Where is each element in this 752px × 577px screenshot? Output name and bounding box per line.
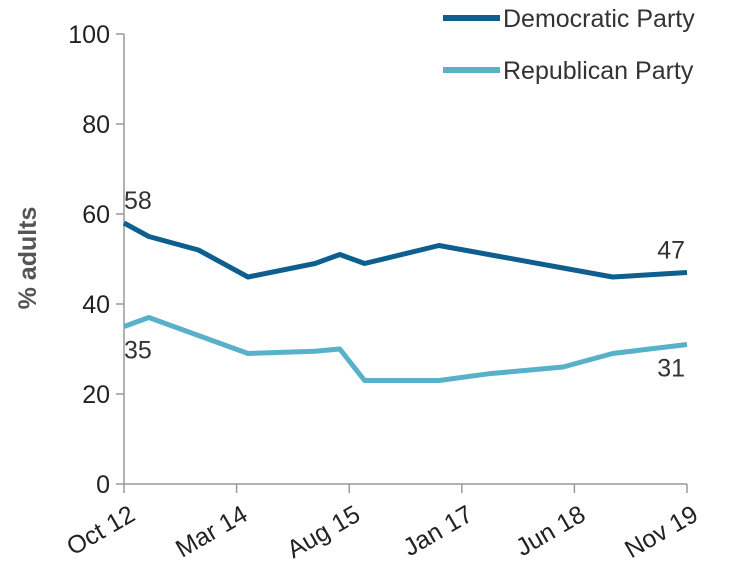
series-layer: 58 47 35 31 (122, 187, 688, 383)
axes (123, 34, 687, 485)
data-label: 35 (124, 337, 152, 365)
data-label: 47 (657, 237, 685, 265)
y-axis-title: % adults (14, 207, 42, 310)
y-tick-label: 40 (82, 291, 110, 319)
y-ticks: 0 20 40 60 80 100 (68, 21, 124, 499)
data-label: 58 (124, 187, 152, 215)
x-ticks: Oct 12 Mar 14 Aug 15 Jan 17 Jun 18 Nov 19 (62, 484, 703, 564)
x-tick-label: Mar 14 (171, 500, 252, 563)
x-tick-label: Jun 18 (511, 500, 590, 562)
y-tick-label: 0 (96, 471, 110, 499)
series-line-democratic (122, 220, 688, 280)
y-tick-label: 100 (68, 21, 110, 49)
x-tick-label: Jan 17 (399, 500, 478, 562)
legend-label: Republican Party (503, 57, 694, 85)
data-label: 31 (657, 355, 685, 383)
legend-label: Democratic Party (503, 5, 695, 33)
y-tick-label: 80 (82, 111, 110, 139)
y-tick-label: 60 (82, 201, 110, 229)
x-tick-label: Aug 15 (282, 500, 365, 564)
series-line-republican (123, 315, 688, 383)
x-tick-label: Nov 19 (620, 500, 703, 564)
x-tick-label: Oct 12 (62, 500, 140, 561)
y-tick-label: 20 (82, 381, 110, 409)
legend: Democratic Party Republican Party (443, 5, 695, 85)
